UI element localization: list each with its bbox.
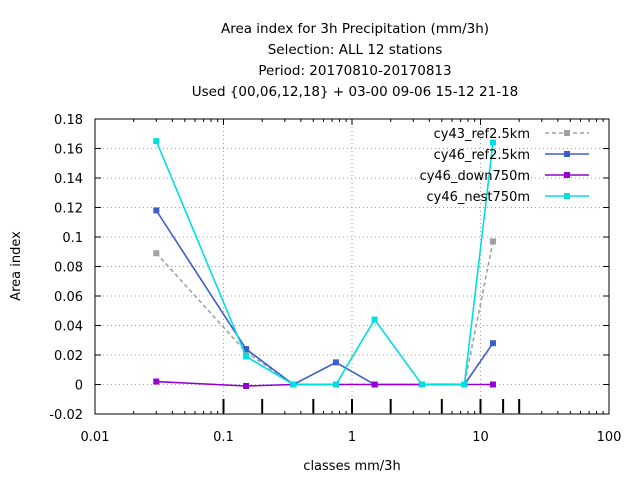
data-point [290,381,297,388]
data-point [371,316,378,323]
data-point [153,250,160,257]
y-axis-label: Area index [9,231,24,301]
y-tick-label: 0.02 [54,349,83,364]
legend-label: cy46_down750m [420,169,530,184]
legend-label: cy43_ref2.5km [434,127,530,142]
legend-marker [564,130,570,136]
series-line [155,210,494,386]
y-tick-label: 0.1 [62,231,83,246]
x-tick-label: 10 [472,430,489,445]
data-point [371,381,378,388]
y-tick-label: 0.06 [54,290,83,305]
data-series [153,138,496,389]
title-line: Used {00,06,12,18} + 03-00 09-06 15-12 2… [192,84,519,100]
y-tick-label: 0.04 [54,320,83,335]
legend: cy43_ref2.5km cy46_ref2.5km cy46_down750mc… [420,127,589,205]
x-tick-label: 0.1 [213,430,234,445]
class-boundary-markers [222,399,521,413]
data-point [153,207,160,214]
grid [95,119,609,414]
chart-title: Area index for 3h Precipitation (mm/3h) … [192,21,519,100]
legend-marker [564,172,570,178]
x-tick-label: 0.01 [81,430,110,445]
y-axis: -0.02 0 0.02 0.04 0.06 0.08 0.1 0.12 0.14 0.16 0.1… [49,113,609,423]
x-axis-label: classes mm/3h [303,459,400,474]
legend-label: cy46_ref2.5km [434,148,530,163]
data-point [489,381,496,388]
data-point [332,359,339,366]
y-tick-label: 0.08 [54,261,83,276]
x-axis: 0.01 0.1 1 10 100 [81,119,622,445]
y-tick-label: 0.14 [54,172,83,187]
legend-marker [564,151,570,157]
title-line: Period: 20170810-20170813 [258,63,451,79]
series-line [155,140,494,386]
data-point [243,346,250,353]
data-point [243,353,250,360]
data-point [153,378,160,385]
title-line: Selection: ALL 12 stations [268,42,443,58]
y-tick-label: 0 [75,379,83,394]
x-tick-label: 1 [348,430,356,445]
legend-marker [564,193,570,199]
data-point [332,381,339,388]
data-point [489,238,496,245]
y-tick-label: -0.02 [49,408,83,423]
data-point [489,340,496,347]
data-point [153,138,160,145]
x-tick-label: 100 [597,430,622,445]
y-tick-label: 0.12 [54,202,83,217]
y-tick-label: 0.18 [54,113,83,128]
data-point [461,381,468,388]
legend-label: cy46_nest750m [427,190,530,205]
title-line: Area index for 3h Precipitation (mm/3h) [221,21,489,37]
data-point [418,381,425,388]
data-point [489,139,496,146]
y-tick-label: 0.16 [54,143,83,158]
data-point [243,382,250,389]
